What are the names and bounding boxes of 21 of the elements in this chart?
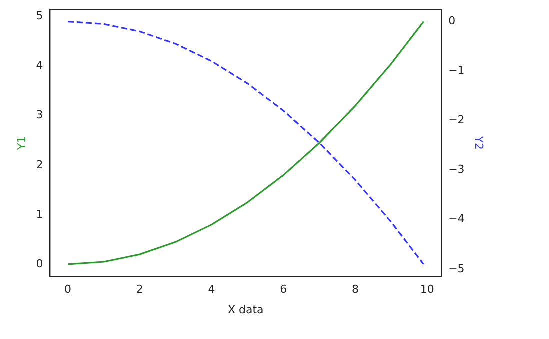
- y-tick-label: 3: [36, 108, 44, 122]
- x-tick-label: 10: [420, 283, 434, 296]
- x-tick-label: 4: [208, 283, 216, 296]
- y2-tick-label: −4: [448, 212, 465, 226]
- y-tick-label: 4: [36, 59, 44, 72]
- y2-tick-label: −1: [448, 64, 465, 78]
- x-tick-label: 6: [280, 283, 288, 296]
- y-tick-label: 5: [36, 10, 44, 23]
- y2-axis-title: Y2: [472, 135, 486, 150]
- y2-tick-label: 0: [448, 14, 456, 28]
- y2-tick-label: −5: [448, 262, 465, 276]
- y-tick-label: 2: [36, 158, 44, 172]
- x-tick-label: 2: [136, 283, 144, 296]
- x-tick-label: 0: [64, 283, 72, 296]
- y-tick-label: 0: [36, 257, 44, 270]
- y2-tick-label: −2: [448, 114, 465, 127]
- y2-tick-label: −3: [448, 163, 465, 176]
- x-tick-label: 8: [352, 283, 360, 296]
- x-axis-title: X data: [228, 303, 264, 316]
- y-axis-title: Y1: [15, 136, 28, 151]
- y-tick-label: 1: [36, 208, 44, 221]
